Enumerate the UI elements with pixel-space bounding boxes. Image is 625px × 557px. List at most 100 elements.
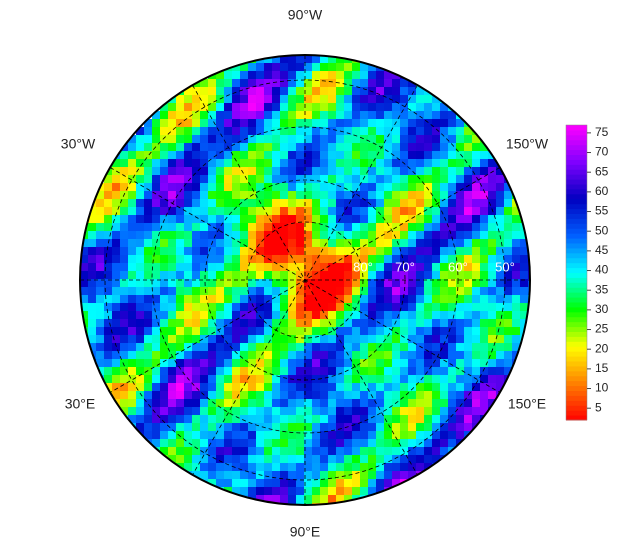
field-cell: [368, 455, 376, 463]
field-cell: [376, 495, 384, 503]
field-cell: [496, 151, 504, 159]
field-cell: [448, 351, 456, 359]
field-cell: [424, 479, 432, 487]
field-cell: [384, 79, 392, 87]
field-cell: [288, 207, 296, 215]
field-cell: [168, 175, 176, 183]
field-cell: [424, 215, 432, 223]
field-cell: [264, 127, 272, 135]
field-cell: [200, 343, 208, 351]
field-cell: [216, 239, 224, 247]
field-cell: [168, 367, 176, 375]
field-cell: [128, 335, 136, 343]
field-cell: [240, 319, 248, 327]
field-cell: [104, 351, 112, 359]
colorbar-band: [566, 134, 587, 141]
field-cell: [304, 383, 312, 391]
field-cell: [432, 175, 440, 183]
field-cell: [120, 279, 128, 287]
field-cell: [368, 383, 376, 391]
field-cell: [344, 63, 352, 71]
field-cell: [272, 415, 280, 423]
field-cell: [384, 263, 392, 271]
field-cell: [176, 399, 184, 407]
field-cell: [264, 199, 272, 207]
field-cell: [520, 279, 528, 287]
field-cell: [96, 335, 104, 343]
field-cell: [352, 79, 360, 87]
field-cell: [352, 319, 360, 327]
field-cell: [248, 399, 256, 407]
field-cell: [280, 375, 288, 383]
field-cell: [200, 431, 208, 439]
field-cell: [104, 215, 112, 223]
field-cell: [144, 159, 152, 167]
field-cell: [272, 287, 280, 295]
field-cell: [120, 295, 128, 303]
field-cell: [168, 159, 176, 167]
field-cell: [136, 415, 144, 423]
field-cell: [152, 335, 160, 343]
field-cell: [304, 319, 312, 327]
field-cell: [400, 383, 408, 391]
field-cell: [232, 471, 240, 479]
field-cell: [280, 135, 288, 143]
field-cell: [432, 399, 440, 407]
field-cell: [112, 303, 120, 311]
field-cell: [328, 119, 336, 127]
field-cell: [264, 63, 272, 71]
field-cell: [400, 255, 408, 263]
field-cell: [304, 447, 312, 455]
field-cell: [296, 111, 304, 119]
field-cell: [432, 431, 440, 439]
field-cell: [520, 199, 528, 207]
field-cell: [408, 119, 416, 127]
field-cell: [416, 127, 424, 135]
field-cell: [288, 183, 296, 191]
field-cell: [120, 199, 128, 207]
field-cell: [144, 383, 152, 391]
field-cell: [376, 199, 384, 207]
field-cell: [320, 383, 328, 391]
field-cell: [472, 295, 480, 303]
field-cell: [176, 127, 184, 135]
field-cell: [128, 183, 136, 191]
field-cell: [264, 223, 272, 231]
field-cell: [232, 79, 240, 87]
field-cell: [296, 143, 304, 151]
field-cell: [344, 183, 352, 191]
field-cell: [296, 215, 304, 223]
colorbar-band: [566, 356, 587, 362]
field-cell: [208, 343, 216, 351]
field-cell: [192, 383, 200, 391]
field-cell: [448, 127, 456, 135]
field-cell: [184, 431, 192, 439]
field-cell: [232, 351, 240, 359]
field-cell: [128, 287, 136, 295]
field-cell: [360, 407, 368, 415]
field-cell: [432, 383, 440, 391]
field-cell: [344, 327, 352, 335]
field-cell: [168, 191, 176, 199]
field-cell: [216, 151, 224, 159]
field-cell: [280, 175, 288, 183]
field-cell: [200, 335, 208, 343]
field-cell: [384, 327, 392, 335]
field-cell: [320, 439, 328, 447]
field-cell: [336, 407, 344, 415]
field-cell: [328, 383, 336, 391]
field-cell: [192, 263, 200, 271]
field-cell: [376, 399, 384, 407]
field-cell: [400, 95, 408, 103]
field-cell: [304, 335, 312, 343]
field-cell: [184, 295, 192, 303]
field-cell: [280, 311, 288, 319]
field-cell: [464, 223, 472, 231]
field-cell: [448, 215, 456, 223]
field-cell: [456, 359, 464, 367]
field-cell: [192, 327, 200, 335]
field-cell: [424, 135, 432, 143]
field-cell: [392, 487, 400, 495]
field-cell: [504, 351, 512, 359]
